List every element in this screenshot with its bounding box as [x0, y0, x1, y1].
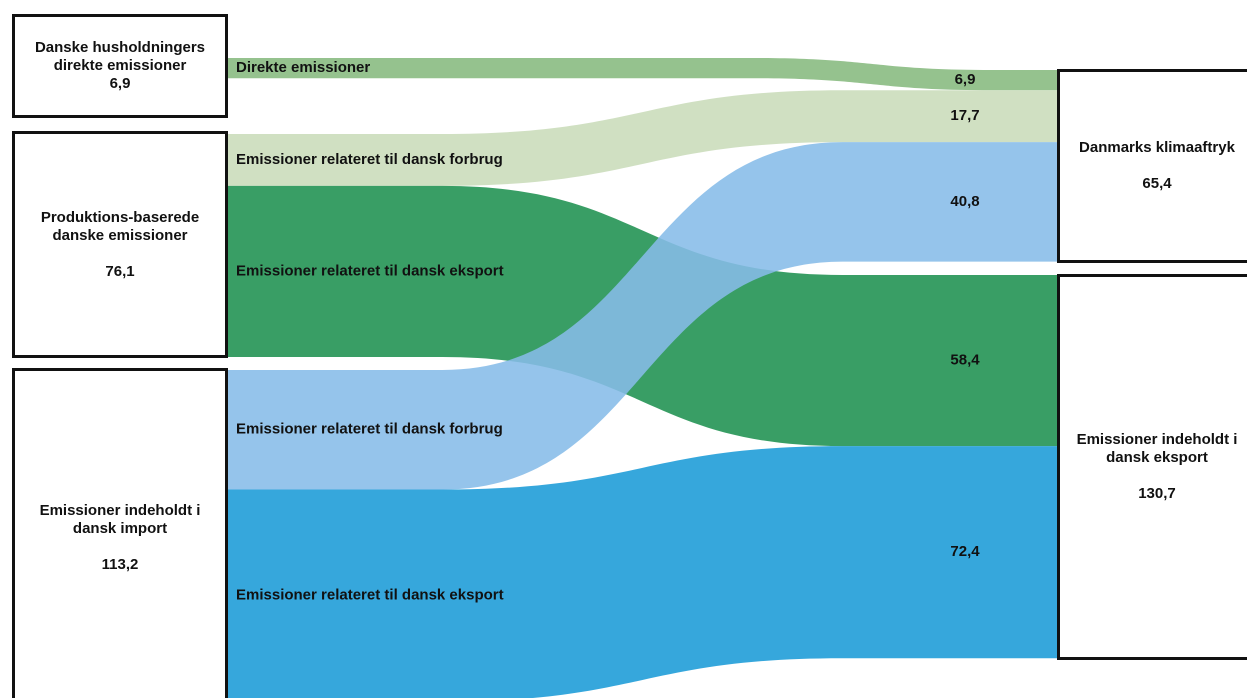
node: Produktions-baserede danske emissioner 76…	[12, 131, 228, 358]
link	[228, 446, 1057, 698]
link-label: Emissioner relateret til dansk eksport	[236, 587, 504, 604]
link-value-label: 6,9	[955, 71, 976, 88]
node-label: Emissioner indeholdt i dansk import	[39, 502, 201, 537]
link-label: Emissioner relateret til dansk forbrug	[236, 151, 503, 168]
node-label: Danske husholdningers direkte emissioner	[34, 39, 206, 74]
link	[228, 142, 1057, 490]
link-label: Direkte emissioner	[236, 59, 370, 76]
node-value-label: 6,9	[109, 75, 131, 92]
link-value-label: 17,7	[950, 107, 979, 124]
link	[228, 58, 1057, 91]
node: Emissioner indeholdt i dansk import 113,2	[12, 368, 228, 698]
link-value-label: 58,4	[950, 352, 980, 369]
node-value-label: 130,7	[1138, 485, 1176, 502]
link-label: Emissioner relateret til dansk forbrug	[236, 421, 503, 438]
node-label: Produktions-baserede danske emissioner	[40, 208, 200, 244]
link-label: Emissioner relateret til dansk eksport	[236, 262, 504, 279]
link-value-label: 40,8	[950, 193, 979, 210]
node-value-label: 65,4	[1142, 175, 1172, 192]
node: Danske husholdningers direkte emissioner…	[12, 14, 228, 118]
node: Emissioner indeholdt i dansk eksport 130,…	[1057, 274, 1247, 660]
node-value-label: 113,2	[101, 556, 139, 573]
node: Danmarks klimaaftryk 65,4	[1057, 69, 1247, 263]
link	[228, 90, 1057, 186]
node-value-label: 76,1	[105, 262, 135, 280]
node-label: Emissioner indeholdt i dansk eksport	[1076, 431, 1238, 466]
link-value-label: 72,4	[950, 543, 980, 560]
node-label: Danmarks klimaaftryk	[1079, 139, 1235, 156]
